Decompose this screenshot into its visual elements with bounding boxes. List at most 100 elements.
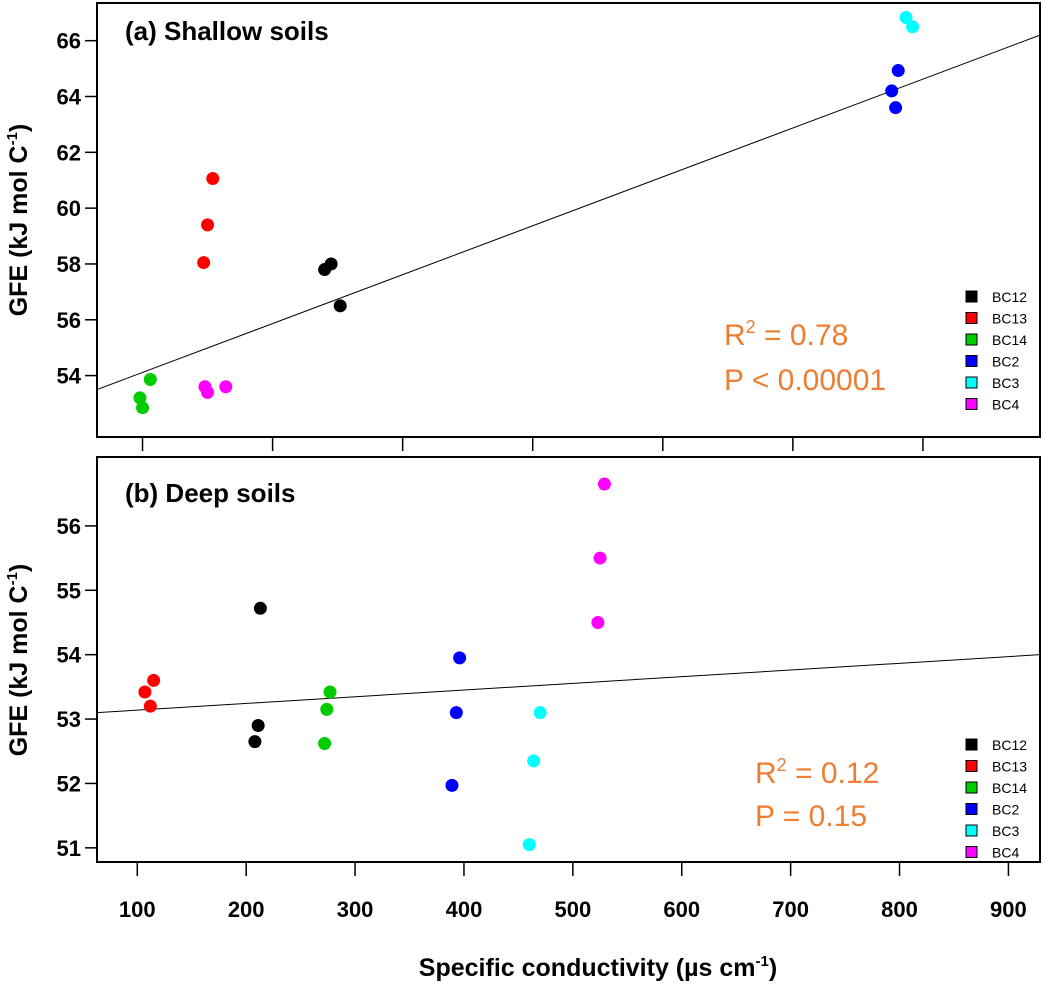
regression-line	[96, 34, 1041, 391]
y-tick-label: 58	[57, 252, 81, 277]
data-point-bc14	[136, 401, 150, 415]
data-point-bc12	[318, 263, 332, 277]
y-tick-label: 54	[57, 643, 82, 668]
data-point-bc2	[453, 651, 467, 665]
y-tick-label: 51	[57, 836, 81, 861]
legend-label: BC2	[992, 354, 1019, 370]
data-point-bc12	[253, 601, 267, 615]
legend-swatch	[965, 760, 978, 772]
legend-swatch	[965, 290, 978, 303]
data-point-bc2	[449, 706, 463, 720]
plot-frame	[96, 456, 1041, 863]
data-point-bc4	[597, 477, 611, 491]
x-tick-label: 100	[119, 897, 156, 922]
data-point-bc3	[527, 754, 541, 768]
legend-label: BC2	[992, 802, 1019, 818]
legend-swatch	[965, 824, 978, 837]
data-point-bc3	[899, 11, 913, 25]
legend-label: BC14	[992, 332, 1027, 348]
data-point-bc2	[889, 101, 903, 115]
y-tick-label: 53	[57, 707, 81, 732]
p-value-annotation: P = 0.15	[755, 800, 867, 833]
x-tick-label: 400	[446, 897, 483, 922]
plot-frame	[96, 2, 1041, 438]
legend-swatch	[965, 312, 978, 324]
data-point-bc13	[147, 673, 161, 687]
x-tick-label: 500	[554, 897, 591, 922]
legend-label: BC14	[992, 780, 1027, 796]
p-value-annotation: P < 0.00001	[724, 364, 886, 397]
panel-shallow-soils: 54 56 58 60 62 64 66 (a) Shallow soils BC12 BC13 B…	[57, 2, 1041, 451]
legend-label: BC4	[992, 845, 1019, 861]
y-tick-label: 54	[57, 364, 82, 389]
r2-sup: 2	[746, 317, 756, 337]
data-point-bc12	[251, 718, 265, 732]
data-point-bc12	[248, 735, 262, 749]
legend-swatch	[965, 738, 978, 751]
data-point-bc14	[318, 737, 332, 751]
r2-label: R	[724, 319, 746, 352]
legend-swatch	[965, 333, 978, 346]
data-point-bc2	[885, 84, 899, 98]
r-squared-annotation: R2 = 0.78	[724, 317, 848, 352]
data-point-bc2	[445, 778, 459, 792]
x-tick-label: 300	[337, 897, 374, 922]
y-tick-label: 56	[57, 308, 81, 333]
legend-label: BC3	[992, 375, 1019, 391]
legend-label: BC3	[992, 823, 1019, 839]
r2-value: = 0.78	[756, 319, 849, 352]
y-axis-title-a: GFE (kJ mol C-1)	[4, 124, 33, 317]
legend-swatch	[965, 803, 978, 815]
legend-swatch	[965, 376, 978, 389]
y-tick-label: 66	[57, 29, 81, 54]
legend-label: BC4	[992, 397, 1019, 413]
y-tick-label: 64	[57, 84, 82, 109]
x-tick-label: 700	[772, 897, 809, 922]
x-tick-label: 600	[663, 897, 700, 922]
legend-label: BC12	[992, 737, 1027, 753]
y-tick-label: 55	[57, 578, 81, 603]
legend-swatch	[965, 781, 978, 794]
r-squared-annotation: R2 = 0.12	[755, 755, 879, 790]
legend-label: BC12	[992, 289, 1027, 305]
data-point-bc14	[143, 373, 157, 387]
r2-label: R	[755, 757, 777, 790]
data-point-bc4	[591, 615, 605, 629]
panel-deep-soils: 51 52 53 54 55 56 100 200 300 400 500 600 700 800 900 (…	[57, 456, 1041, 922]
data-point-bc12	[333, 299, 347, 313]
data-point-bc3	[533, 706, 547, 720]
legend-swatch	[965, 398, 978, 410]
data-point-bc13	[138, 685, 152, 699]
panel-title: (b) Deep soils	[125, 478, 295, 508]
data-point-bc4	[219, 380, 233, 394]
y-tick-label: 62	[57, 140, 81, 165]
regression-line	[96, 654, 1041, 714]
x-tick-label: 800	[881, 897, 918, 922]
data-point-bc3	[522, 838, 536, 852]
data-point-bc13	[143, 699, 157, 713]
x-tick-label: 900	[990, 897, 1027, 922]
data-point-bc14	[320, 702, 334, 716]
data-point-bc4	[593, 551, 607, 565]
y-tick-label: 60	[57, 196, 81, 221]
data-point-bc2	[891, 64, 905, 78]
r2-value: = 0.12	[787, 757, 880, 790]
data-point-bc13	[201, 218, 215, 232]
data-point-bc3	[906, 20, 920, 34]
r2-sup: 2	[777, 755, 787, 775]
y-axis-title-b: GFE (kJ mol C-1)	[4, 564, 33, 757]
legend-label: BC13	[992, 311, 1027, 327]
legend-label: BC13	[992, 759, 1027, 775]
data-point-bc13	[206, 172, 220, 186]
y-tick-label: 52	[57, 771, 81, 796]
x-axis-title: Specific conductivity (µs cm-1)	[419, 953, 777, 982]
y-tick-label: 56	[57, 514, 81, 539]
x-tick-label: 200	[228, 897, 265, 922]
data-point-bc4	[201, 385, 215, 399]
legend-swatch	[965, 355, 978, 367]
panel-title: (a) Shallow soils	[125, 16, 329, 46]
data-point-bc14	[323, 685, 337, 699]
legend-swatch	[965, 846, 978, 858]
data-point-bc14	[133, 391, 147, 405]
